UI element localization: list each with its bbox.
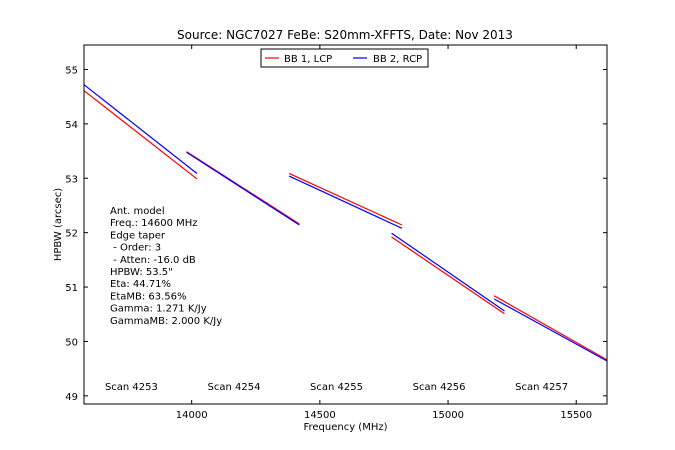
annotation-line: EtaMB: 63.56% [110, 291, 187, 302]
axis-ticks: 14000 14500 15000 15500 49 50 51 52 53 54 55 [65, 45, 607, 421]
annotation-line: - Atten: -16.0 dB [110, 255, 196, 266]
annotation-line: GammaMB: 2.000 K/Jy [110, 316, 222, 327]
legend-label-bb1-lcp: BB 1, LCP [284, 54, 332, 65]
annotation-line: Freq.: 14600 MHz [110, 218, 198, 229]
scan-label: Scan 4256 [413, 382, 466, 393]
chart-title: Source: NGC7027 FeBe: S20mm-XFFTS, Date:… [177, 28, 513, 42]
y-tick-label: 55 [65, 65, 78, 76]
annotation-line: Eta: 44.71% [110, 279, 171, 290]
scan-label: Scan 4253 [105, 382, 158, 393]
series-2-segment-4 [391, 232, 505, 312]
legend: BB 1, LCP BB 2, RCP [260, 48, 429, 68]
y-tick-label: 53 [65, 174, 78, 185]
y-tick-label: 52 [65, 229, 78, 240]
plot-frame [83, 44, 608, 405]
annotation-line: Edge taper [110, 230, 166, 241]
y-axis-label: HPBW (arcsec) [53, 188, 64, 261]
series-1-segment-3 [288, 172, 403, 226]
annotation-line: Ant. model [110, 206, 165, 217]
y-tick-label: 50 [65, 337, 78, 348]
scan-labels: Scan 4253 Scan 4254 Scan 4255 Scan 4256 Scan… [105, 382, 568, 393]
x-tick-label: 15500 [560, 410, 592, 421]
legend-box [260, 48, 429, 68]
series-2-segment-1 [83, 84, 198, 174]
annotation-line: Gamma: 1.271 K/Jy [110, 304, 207, 315]
plot-area [83, 84, 608, 362]
scan-label: Scan 4255 [310, 382, 363, 393]
y-tick-label: 49 [65, 392, 78, 403]
series-2-segment-2 [186, 151, 300, 226]
x-axis-label: Frequency (MHz) [303, 422, 387, 433]
series-2-segment-3 [288, 175, 403, 229]
scan-label: Scan 4254 [208, 382, 261, 393]
series-1-segment-1 [83, 90, 198, 180]
legend-label-bb2-rcp: BB 2, RCP [373, 54, 422, 65]
x-tick-label: 14500 [304, 410, 336, 421]
y-tick-label: 54 [65, 120, 78, 131]
x-tick-label: 15000 [432, 410, 464, 421]
series-2-segment-5 [493, 298, 608, 362]
scan-label: Scan 4257 [515, 382, 568, 393]
annotation-line: HPBW: 53.5" [110, 267, 173, 278]
y-tick-label: 51 [65, 283, 78, 294]
annotation-line: - Order: 3 [110, 243, 161, 254]
x-tick-label: 14000 [176, 410, 208, 421]
series-1-segment-4 [391, 236, 505, 315]
series-1-segment-5 [493, 295, 608, 361]
